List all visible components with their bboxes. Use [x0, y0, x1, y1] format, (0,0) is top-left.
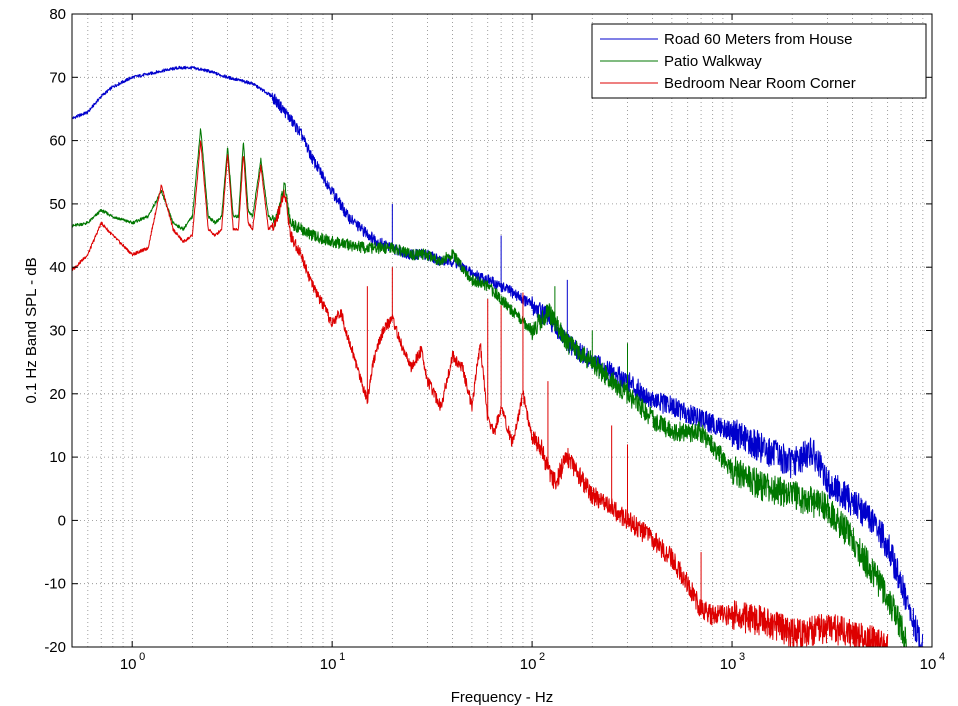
y-tick-label: 20: [49, 386, 66, 403]
x-tick-exponent: 4: [939, 651, 945, 663]
legend-label: Bedroom Near Room Corner: [664, 75, 856, 92]
x-tick-label: 10: [120, 656, 137, 673]
y-axis-label: 0.1 Hz Band SPL - dB: [23, 257, 40, 403]
series-line: [71, 140, 889, 648]
y-tick-label: 80: [49, 6, 66, 23]
series-road-60-meters-from-house: [71, 65, 924, 648]
x-axis-label: Frequency - Hz: [451, 689, 554, 706]
y-tick-label: 50: [49, 196, 66, 213]
x-tick-label: 10: [720, 656, 737, 673]
x-tick-exponent: 2: [539, 651, 545, 663]
x-tick-label: 10: [920, 656, 937, 673]
series-bedroom-near-room-corner: [71, 140, 889, 648]
series-patio-walkway: [71, 128, 908, 648]
y-tick-label: 0: [58, 512, 66, 529]
y-tick-label: -20: [44, 639, 66, 656]
series-line: [71, 65, 924, 648]
x-tick-label: 10: [520, 656, 537, 673]
legend: Road 60 Meters from House Patio Walkway Be…: [591, 23, 927, 99]
x-tick-exponent: 1: [339, 651, 345, 663]
y-tick-label: 70: [49, 69, 66, 86]
x-tick-exponent: 3: [739, 651, 745, 663]
series-line: [71, 128, 908, 648]
y-tick-label: 40: [49, 259, 66, 276]
y-tick-label: 60: [49, 133, 66, 150]
legend-label: Patio Walkway: [664, 53, 762, 70]
y-tick-label: 30: [49, 323, 66, 340]
x-tick-label: 10: [320, 656, 337, 673]
y-tick-label: 10: [49, 449, 66, 466]
legend-label: Road 60 Meters from House: [664, 31, 852, 48]
y-tick-label: -10: [44, 576, 66, 593]
series-lines: [71, 65, 924, 648]
x-tick-exponent: 0: [139, 651, 145, 663]
